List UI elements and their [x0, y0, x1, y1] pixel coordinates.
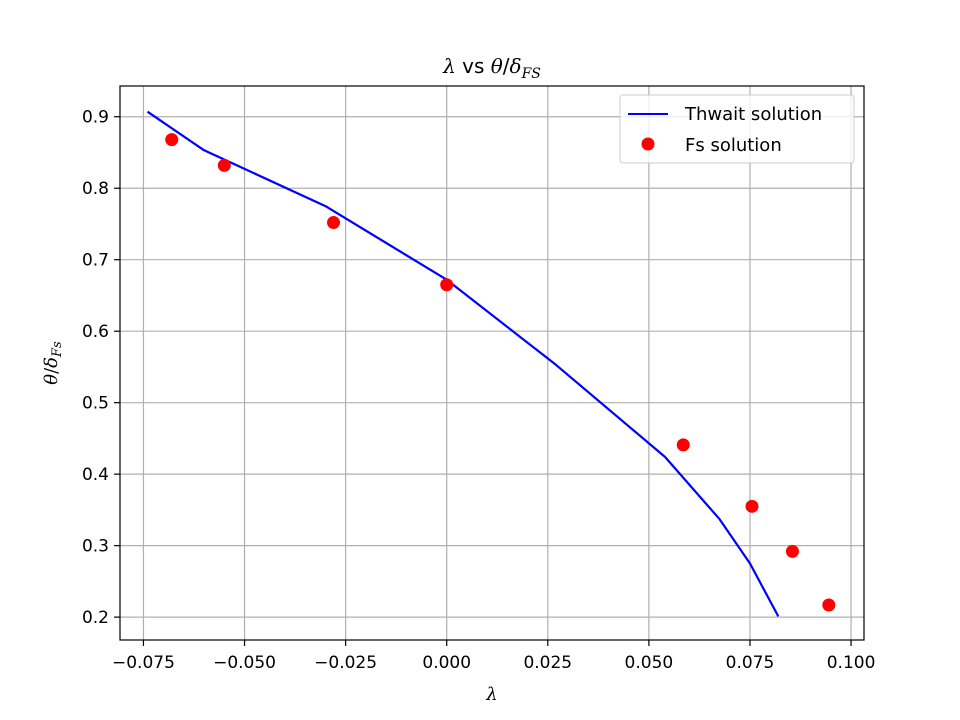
- data-point-fs: [440, 278, 454, 292]
- data-point-fs: [165, 133, 179, 147]
- y-tick-label: 0.5: [82, 394, 109, 414]
- grid: [120, 86, 864, 640]
- title-slash: /: [503, 54, 510, 78]
- plot-frame: [119, 85, 865, 641]
- y-tick-label: 0.8: [82, 179, 109, 199]
- x-tick-label: −0.025: [314, 653, 377, 673]
- legend: Thwait solution Fs solution: [619, 94, 855, 164]
- series-line-thwait: [146, 110, 780, 617]
- ylabel-subscript: Fs: [50, 341, 65, 358]
- y-tick-label: 0.9: [82, 108, 109, 128]
- ylabel-theta: θ: [41, 374, 62, 385]
- title-delta: δ: [510, 54, 522, 78]
- x-tick-label: −0.050: [213, 653, 276, 673]
- x-axis-ticks: −0.075 −0.050 −0.025 0.000 0.025 0.050 0.075 0.…: [112, 640, 875, 673]
- x-axis-label: λ: [485, 684, 497, 705]
- data-point-fs: [326, 216, 340, 230]
- data-point-fs: [822, 598, 836, 612]
- ylabel-slash: /: [41, 367, 62, 374]
- x-tick-label: 0.025: [523, 653, 572, 673]
- chart-title: λ vs θ/δFS: [442, 54, 541, 82]
- y-tick-label: 0.4: [82, 465, 109, 485]
- data-point-fs: [676, 438, 690, 452]
- ylabel-delta: δ: [41, 357, 62, 368]
- legend-label-thwait: Thwait solution: [684, 104, 822, 125]
- legend-label-fs: Fs solution: [685, 135, 782, 156]
- data-point-fs: [745, 499, 759, 513]
- y-tick-label: 0.6: [82, 322, 109, 342]
- legend-marker-swatch: [641, 137, 655, 151]
- series-layer: [146, 110, 836, 617]
- title-vs: vs: [456, 54, 491, 78]
- data-point-fs: [785, 544, 799, 558]
- legend-box: [619, 94, 855, 164]
- title-theta: θ: [491, 54, 503, 78]
- x-tick-label: 0.000: [422, 653, 471, 673]
- x-tick-label: 0.075: [726, 653, 775, 673]
- title-lambda: λ: [442, 54, 456, 78]
- x-tick-label: −0.075: [112, 653, 175, 673]
- y-tick-label: 0.2: [82, 608, 109, 628]
- x-tick-label: 0.100: [827, 653, 876, 673]
- y-axis-label: θ/δFs: [41, 341, 65, 385]
- y-tick-label: 0.3: [82, 537, 109, 557]
- x-tick-label: 0.050: [625, 653, 674, 673]
- title-subscript: FS: [521, 66, 541, 82]
- y-tick-label: 0.7: [82, 251, 109, 271]
- y-axis-ticks: 0.2 0.3 0.4 0.5 0.6 0.7 0.8 0.9: [82, 108, 120, 628]
- data-point-fs: [217, 158, 231, 172]
